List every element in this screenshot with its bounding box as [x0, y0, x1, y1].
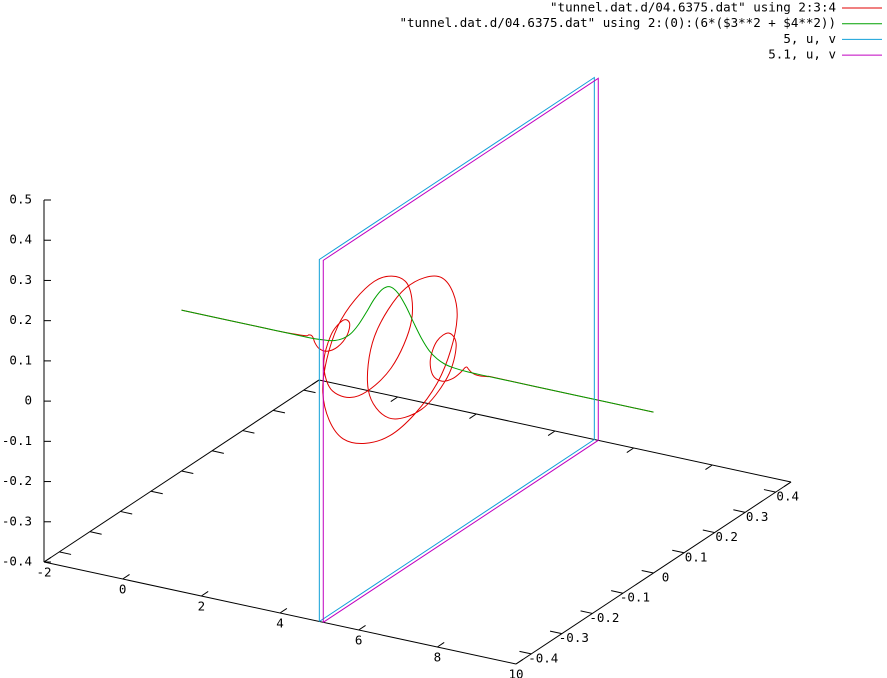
y-tick-mirror: [242, 430, 255, 434]
y-tick-label: 0.3: [746, 509, 769, 524]
y-tick: [580, 610, 593, 614]
y-tick-label: -0.4: [528, 650, 558, 665]
z-tick-label: 0.1: [9, 352, 32, 367]
x-tick-mirror: [705, 464, 713, 470]
y-tick-mirror: [181, 470, 194, 475]
y-tick-label: -0.1: [620, 590, 650, 605]
x-tick-label: 2: [198, 599, 206, 614]
series-line: [181, 275, 654, 444]
y-tick: [519, 650, 532, 655]
y-tick: [763, 489, 776, 493]
x-tick: [515, 659, 524, 665]
legend-label: "tunnel.dat.d/04.6375.dat" using 2:3:4: [550, 0, 836, 15]
z-tick-label: -0.1: [2, 433, 32, 448]
y-tick: [641, 569, 654, 574]
y-tick-mirror: [89, 531, 102, 535]
y-tick: [733, 509, 746, 513]
legend-label: 5, u, v: [783, 31, 836, 46]
x-tick-label: 4: [276, 616, 284, 631]
series-line: [181, 286, 654, 413]
x-tick-label: 6: [355, 633, 363, 648]
legend-label: "tunnel.dat.d/04.6375.dat" using 2:(0):(…: [400, 15, 837, 30]
x-tick: [122, 574, 130, 580]
x-tick-mirror: [547, 430, 556, 436]
x-tick-mirror: [469, 413, 477, 419]
legend-label: 5.1, u, v: [768, 47, 836, 62]
x-tick-mirror: [311, 379, 320, 385]
y-tick-label: 0.1: [685, 549, 708, 564]
y-tick: [611, 590, 624, 594]
y-tick-label: -0.3: [559, 630, 589, 645]
x-tick: [279, 608, 288, 614]
y-tick: [702, 529, 715, 534]
z-tick-label: -0.3: [2, 513, 32, 528]
z-tick-label: 0.5: [9, 192, 32, 207]
z-tick-label: -0.4: [2, 554, 32, 569]
y-tick-mirror: [59, 551, 72, 555]
x-tick: [437, 642, 445, 648]
x-tick-label: 0: [119, 582, 127, 597]
y-tick: [549, 630, 562, 635]
y-tick-mirror: [120, 510, 133, 515]
y-tick-mirror: [150, 490, 163, 495]
y-tick-mirror: [303, 389, 316, 394]
x-tick: [358, 625, 366, 631]
series-line: [318, 76, 595, 622]
y-tick: [672, 549, 685, 554]
x-tick-mirror: [390, 396, 398, 402]
series-line: [322, 77, 599, 623]
x-tick-mirror: [783, 481, 792, 487]
y-tick-label: 0: [662, 570, 670, 585]
y-tick-label: 0.4: [776, 489, 799, 504]
z-tick-label: 0: [24, 393, 32, 408]
x-tick-label: 8: [434, 650, 442, 665]
z-tick-label: 0.3: [9, 272, 32, 287]
z-tick-label: -0.2: [2, 473, 32, 488]
x-tick: [43, 557, 52, 563]
x-tick-label: -2: [36, 565, 51, 580]
z-tick-label: 0.4: [9, 232, 32, 247]
z-tick-label: 0.2: [9, 312, 32, 327]
x-tick-mirror: [626, 447, 634, 453]
y-tick-mirror: [211, 450, 224, 454]
x-tick: [201, 591, 209, 597]
x-tick-label: 10: [508, 667, 523, 678]
y-tick-label: -0.2: [589, 610, 619, 625]
y-tick-mirror: [273, 409, 286, 414]
y-tick-label: 0.2: [715, 529, 738, 544]
